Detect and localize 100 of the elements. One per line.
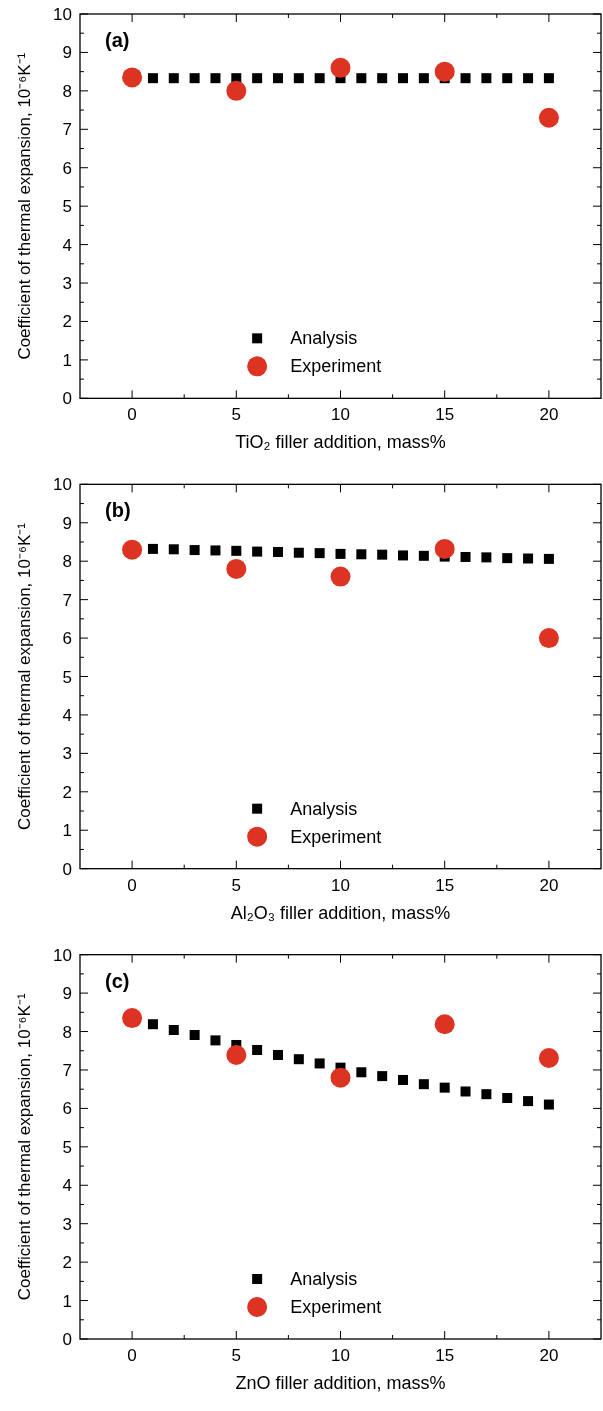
- x-tick-label: 5: [231, 1346, 242, 1365]
- x-tick-label: 5: [231, 875, 242, 895]
- y-tick-label: 6: [62, 629, 72, 649]
- point: [330, 57, 351, 78]
- point: [314, 548, 325, 559]
- x-tick-label: 10: [331, 875, 350, 895]
- point: [523, 553, 534, 564]
- point: [252, 1044, 263, 1055]
- y-tick-label: 1: [62, 350, 72, 370]
- point: [418, 73, 429, 84]
- point: [356, 549, 367, 560]
- x-tick-label: 20: [539, 1346, 559, 1365]
- point: [335, 548, 346, 559]
- x-tick-label: 10: [331, 405, 350, 425]
- legend-label: Experiment: [290, 826, 382, 847]
- point: [122, 1008, 143, 1029]
- annotation: (a): [105, 29, 130, 51]
- point: [523, 1096, 534, 1107]
- y-axis-title: Coefficient of thermal expansion, 10⁻⁶K⁻¹: [15, 52, 34, 360]
- y-tick-label: 7: [62, 1060, 72, 1080]
- point: [502, 553, 513, 564]
- point: [481, 73, 492, 84]
- x-tick-label: 20: [539, 405, 559, 425]
- y-tick-label: 8: [62, 1022, 72, 1042]
- y-tick-label: 3: [62, 744, 72, 764]
- legend-label: Experiment: [290, 1297, 382, 1317]
- annotation: (b): [105, 499, 131, 522]
- y-tick-label: 8: [62, 552, 72, 572]
- point: [434, 538, 455, 559]
- y-tick-label: 9: [62, 513, 72, 533]
- y-tick-label: 5: [62, 1137, 72, 1157]
- point: [330, 1067, 351, 1088]
- point: [377, 549, 388, 560]
- x-tick-label: 0: [127, 1346, 137, 1365]
- point: [210, 1035, 221, 1046]
- point: [226, 80, 247, 101]
- y-tick-label: 9: [62, 43, 72, 63]
- y-tick-label: 6: [62, 158, 72, 178]
- x-tick-label: 15: [435, 1346, 455, 1365]
- point: [460, 73, 471, 84]
- x-tick-label: 0: [127, 405, 137, 425]
- point: [398, 1074, 409, 1085]
- point: [543, 553, 554, 564]
- point: [272, 73, 283, 84]
- y-axis-title: Coefficient of thermal expansion, 10⁻⁶K⁻¹: [15, 522, 34, 830]
- x-tick-label: 0: [127, 875, 137, 895]
- point: [147, 73, 158, 84]
- y-tick-label: 1: [62, 1291, 72, 1311]
- point: [481, 552, 492, 563]
- point: [418, 550, 429, 561]
- point: [272, 1049, 283, 1060]
- point: [210, 73, 221, 84]
- point: [543, 1099, 554, 1110]
- point: [293, 547, 304, 558]
- y-tick-label: 2: [62, 1253, 72, 1273]
- y-tick-label: 2: [62, 312, 72, 332]
- point: [189, 545, 200, 556]
- point: [189, 1029, 200, 1040]
- x-axis-title: ZnO filler addition, mass%: [235, 1373, 446, 1393]
- x-tick-label: 5: [231, 405, 242, 425]
- point: [460, 1086, 471, 1097]
- point: [122, 67, 143, 88]
- point: [226, 1044, 247, 1065]
- y-tick-label: 10: [53, 475, 72, 495]
- y-tick-label: 1: [62, 821, 72, 841]
- y-tick-label: 5: [62, 667, 72, 687]
- point: [460, 551, 471, 562]
- point: [398, 550, 409, 561]
- point: [330, 566, 351, 587]
- point: [231, 545, 242, 556]
- point: [377, 73, 388, 84]
- x-tick-label: 10: [331, 1346, 350, 1365]
- point: [189, 73, 200, 84]
- point: [377, 1071, 388, 1082]
- point: [538, 628, 559, 649]
- point: [147, 543, 158, 554]
- x-tick-label: 20: [539, 875, 559, 895]
- y-tick-label: 8: [62, 81, 72, 101]
- y-tick-label: 7: [62, 120, 72, 140]
- point: [538, 1048, 559, 1069]
- y-tick-label: 3: [62, 1214, 72, 1234]
- legend-label: Analysis: [290, 1269, 358, 1289]
- point: [434, 61, 455, 82]
- point: [481, 1089, 492, 1100]
- y-tick-label: 7: [62, 590, 72, 610]
- point: [314, 73, 325, 84]
- legend-label: Analysis: [290, 798, 358, 819]
- point: [210, 545, 221, 556]
- point: [538, 107, 559, 128]
- point: [418, 1079, 429, 1090]
- x-axis-title: TiO₂ filler addition, mass%: [235, 432, 446, 453]
- x-axis-title: Al₂O₃ filler addition, mass%: [230, 902, 451, 923]
- y-tick-label: 0: [62, 859, 72, 879]
- y-tick-label: 6: [62, 1099, 72, 1119]
- point: [293, 73, 304, 84]
- y-tick-label: 0: [62, 1330, 72, 1349]
- y-axis-title: Coefficient of thermal expansion, 10⁻⁶K⁻¹: [15, 993, 34, 1301]
- y-tick-label: 10: [53, 5, 72, 24]
- point: [293, 1054, 304, 1065]
- y-tick-label: 4: [62, 235, 72, 255]
